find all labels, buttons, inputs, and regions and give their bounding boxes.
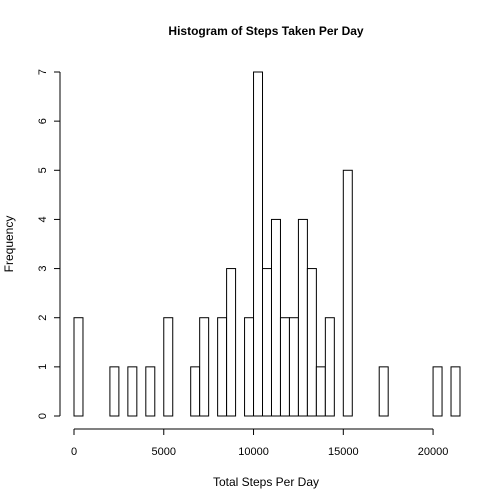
bars-group (73, 71, 461, 417)
histogram-bar (279, 317, 290, 417)
histogram-bar (109, 366, 120, 417)
histogram-bar (324, 317, 335, 417)
x-tick-label: 15000 (328, 446, 359, 458)
y-tick-label: 4 (37, 216, 49, 222)
chart-title: Histogram of Steps Taken Per Day (168, 24, 363, 38)
y-tick-label: 1 (37, 364, 49, 370)
x-tick-label: 0 (71, 446, 77, 458)
histogram-bar (127, 366, 138, 417)
histogram-bar (270, 218, 281, 417)
x-tick-label: 5000 (152, 446, 176, 458)
histogram-bar (262, 268, 272, 417)
histogram-bar (226, 268, 237, 417)
histogram-bar (342, 169, 353, 417)
y-tick-label: 7 (37, 69, 49, 75)
x-tick-label: 20000 (418, 446, 449, 458)
histogram-bar (190, 366, 201, 417)
x-tick-label: 10000 (238, 446, 269, 458)
histogram-bar (306, 268, 317, 417)
histogram-bar (199, 317, 210, 417)
y-tick-label: 3 (37, 266, 49, 272)
histogram-bar (145, 366, 156, 417)
histogram-bar (450, 366, 461, 417)
histogram-bar (432, 366, 443, 417)
histogram-bar (163, 317, 174, 417)
histogram-bar (378, 366, 389, 417)
histogram-bar (315, 366, 326, 417)
y-tick-label: 6 (37, 118, 49, 124)
x-axis-label: Total Steps Per Day (213, 475, 319, 489)
y-axis: 0 1 2 3 4 5 6 7 (37, 69, 61, 419)
histogram-bar (253, 71, 264, 417)
histogram-bar (217, 317, 228, 417)
y-tick-label: 5 (37, 167, 49, 173)
y-tick-label: 0 (37, 413, 49, 419)
y-tick-label: 2 (37, 315, 49, 321)
histogram-bar (297, 218, 308, 417)
histogram-bar (244, 317, 255, 417)
x-axis: 0 5000 10000 15000 20000 (71, 428, 449, 458)
y-axis-label: Frequency (2, 216, 16, 273)
histogram-bar (73, 317, 84, 417)
histogram-bar (288, 317, 299, 417)
